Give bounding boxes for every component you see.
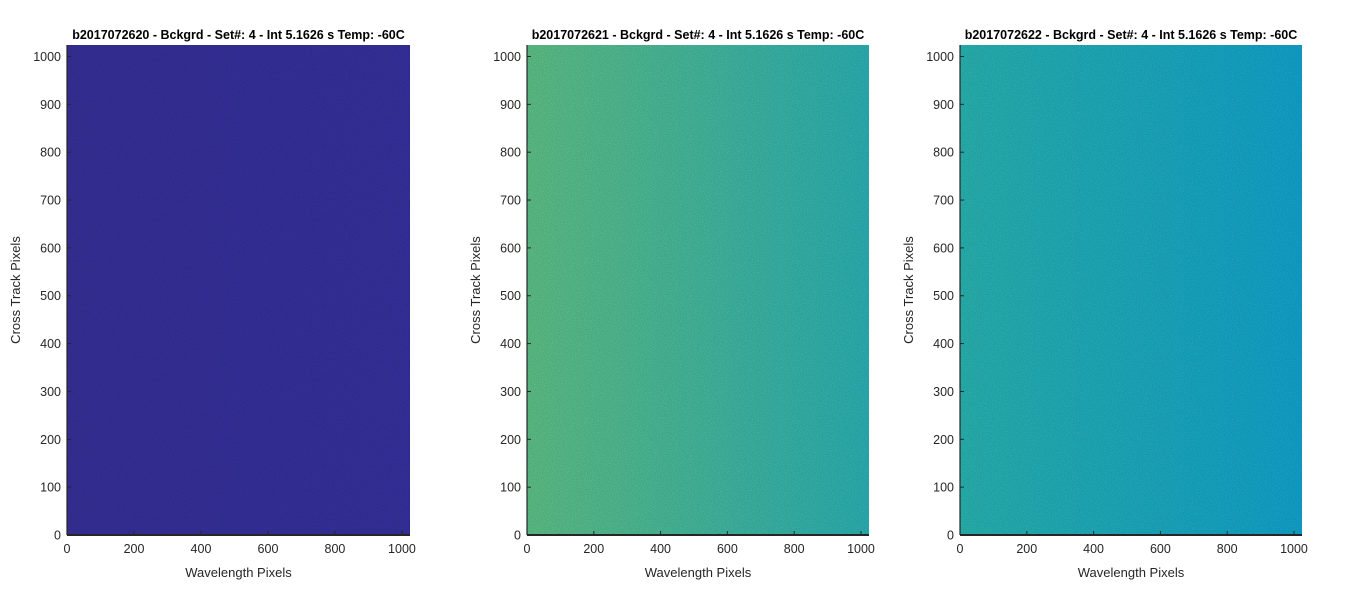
x-tick-label: 200 — [124, 542, 145, 556]
x-tick-label: 0 — [64, 542, 71, 556]
x-axis-label: Wavelength Pixels — [645, 565, 752, 580]
panel-3: 0 200 400 600 800 1000 0 100 200 300 400 500 600 700 8… — [901, 28, 1308, 580]
y-tick-label: 500 — [40, 289, 61, 303]
x-tick-label: 800 — [1217, 542, 1238, 556]
y-axis-label: Cross Track Pixels — [468, 236, 483, 344]
y-tick-label: 700 — [500, 194, 521, 208]
x-tick-label: 400 — [650, 542, 671, 556]
y-tick-label: 600 — [500, 241, 521, 255]
y-tick-label: 700 — [40, 194, 61, 208]
y-tick-label: 500 — [933, 289, 954, 303]
y-tick-label: 800 — [40, 146, 61, 160]
y-tick-label: 1000 — [926, 50, 954, 64]
heatmap-noise — [960, 45, 1302, 535]
y-tick-label: 100 — [500, 481, 521, 495]
x-axis-label: Wavelength Pixels — [185, 565, 292, 580]
y-tick-label: 700 — [933, 194, 954, 208]
x-tick-label: 600 — [1150, 542, 1171, 556]
chart-title: b2017072620 - Bckgrd - Set#: 4 - Int 5.1… — [72, 28, 405, 42]
y-tick-label: 0 — [54, 529, 61, 543]
y-tick-label: 800 — [500, 146, 521, 160]
x-tick-label: 600 — [258, 542, 279, 556]
y-tick-label: 1000 — [33, 50, 61, 64]
y-tick-label: 200 — [500, 433, 521, 447]
y-tick-label: 800 — [933, 146, 954, 160]
y-tick-label: 900 — [500, 98, 521, 112]
y-tick-label: 100 — [933, 481, 954, 495]
x-tick-label: 1000 — [847, 542, 875, 556]
y-tick-label: 100 — [40, 481, 61, 495]
y-axis-label: Cross Track Pixels — [901, 236, 916, 344]
x-tick-label: 400 — [191, 542, 212, 556]
panel-2: 0 200 400 600 800 1000 0 100 200 300 400 500 600 700 8… — [468, 28, 875, 580]
y-tick-label: 900 — [40, 98, 61, 112]
y-tick-label: 300 — [500, 385, 521, 399]
y-tick-label: 400 — [500, 337, 521, 351]
x-tick-label: 800 — [325, 542, 346, 556]
y-tick-label: 400 — [40, 337, 61, 351]
x-tick-label: 200 — [1016, 542, 1037, 556]
y-tick-label: 600 — [933, 241, 954, 255]
y-tick-label: 0 — [514, 529, 521, 543]
y-tick-label: 600 — [40, 241, 61, 255]
x-axis-label: Wavelength Pixels — [1078, 565, 1185, 580]
x-tick-label: 200 — [583, 542, 604, 556]
heatmap-noise — [67, 45, 410, 535]
chart-title: b2017072622 - Bckgrd - Set#: 4 - Int 5.1… — [965, 28, 1298, 42]
x-tick-label: 1000 — [1280, 542, 1308, 556]
y-tick-label: 400 — [933, 337, 954, 351]
y-tick-label: 500 — [500, 289, 521, 303]
y-axis-label: Cross Track Pixels — [8, 236, 23, 344]
x-tick-label: 400 — [1083, 542, 1104, 556]
x-tick-label: 600 — [717, 542, 738, 556]
x-tick-label: 0 — [957, 542, 964, 556]
x-tick-label: 1000 — [388, 542, 416, 556]
chart-title: b2017072621 - Bckgrd - Set#: 4 - Int 5.1… — [532, 28, 865, 42]
y-tick-label: 300 — [933, 385, 954, 399]
y-tick-label: 300 — [40, 385, 61, 399]
y-tick-label: 1000 — [493, 50, 521, 64]
x-tick-label: 0 — [524, 542, 531, 556]
x-tick-label: 800 — [784, 542, 805, 556]
y-tick-label: 0 — [947, 529, 954, 543]
y-tick-label: 200 — [40, 433, 61, 447]
y-tick-label: 200 — [933, 433, 954, 447]
y-tick-label: 900 — [933, 98, 954, 112]
panel-1: 0 200 400 600 800 1000 0 100 200 300 400 500 600 700 8… — [8, 28, 416, 580]
heatmap-noise — [527, 45, 869, 535]
